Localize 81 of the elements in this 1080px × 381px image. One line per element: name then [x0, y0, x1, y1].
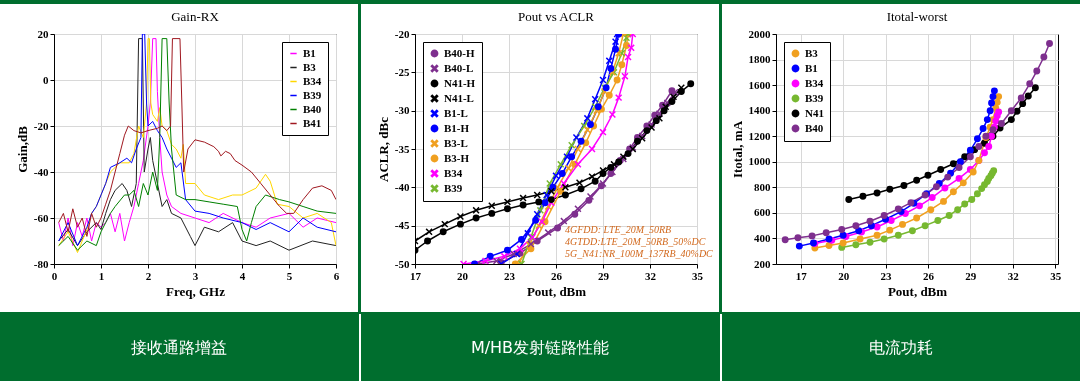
legend-label: B34	[444, 166, 463, 179]
x-tick-label: 23	[880, 269, 893, 282]
x-tick-label: 3	[192, 269, 199, 282]
y-tick-label: -40	[394, 180, 410, 193]
y-tick-label: -45	[394, 219, 410, 232]
text: 电流功耗	[868, 337, 934, 359]
legend-label: B3	[805, 46, 819, 59]
x-tick-label: 0	[51, 269, 58, 282]
y-tick-label: 1200	[748, 129, 771, 142]
y-tick-label: 0	[43, 73, 49, 86]
text: M/HB发射链路性能	[469, 337, 611, 359]
x-tick-label: 5	[286, 269, 293, 282]
legend-label: B3-H	[444, 151, 470, 164]
text: 接收通路增益	[130, 337, 228, 359]
x-tick-label: 29	[965, 269, 977, 282]
x-tick-label: 17	[795, 269, 808, 282]
x-axis-title: Pout, dBm	[526, 283, 587, 299]
x-tick-label: 2	[145, 269, 152, 282]
legend-label: N41	[805, 106, 824, 119]
y-tick-label: -20	[33, 119, 49, 132]
x-tick-label: 20	[838, 269, 850, 282]
legend-label: B3	[303, 60, 317, 73]
y-tick-label: -35	[394, 142, 410, 155]
legend-label: N41-L	[444, 91, 474, 104]
x-tick-label: 35	[692, 269, 704, 282]
chart-title: Pout vs ACLR	[518, 9, 595, 24]
legend-label: B39	[303, 88, 322, 101]
x-tick-label: 35	[1050, 269, 1062, 282]
chart-title: Itotal-worst	[886, 9, 948, 24]
y-tick-label: 200	[754, 257, 771, 270]
x-tick-label: 26	[551, 269, 563, 282]
legend-label: B40	[805, 121, 824, 134]
x-tick-label: 23	[504, 269, 516, 282]
y-tick-label: 1800	[748, 53, 771, 66]
legend-label: B39	[444, 181, 463, 194]
annotation: 5G_N41:NR_100M_137RB_40%DC	[565, 248, 714, 259]
x-tick-label: 32	[1007, 269, 1020, 282]
x-tick-label: 1	[98, 269, 105, 282]
y-tick-label: 2000	[748, 27, 771, 40]
y-tick-label: 20	[37, 27, 49, 40]
legend-label: B40-H	[444, 46, 475, 59]
y-tick-label: 1400	[748, 104, 771, 117]
x-tick-label: 32	[645, 269, 657, 282]
legend-label: B1	[805, 61, 818, 74]
y-axis-title: ACLR, dBc	[375, 116, 391, 183]
y-tick-label: -40	[33, 165, 49, 178]
legend-label: B40	[303, 102, 322, 115]
x-tick-label: 26	[922, 269, 935, 282]
y-tick-label: 600	[754, 206, 771, 219]
x-axis-title: Freq, GHz	[166, 283, 226, 299]
y-tick-label: -80	[33, 257, 49, 270]
y-tick-label: -50	[394, 257, 410, 270]
legend-label: B1-H	[444, 121, 470, 134]
x-tick-label: 29	[598, 269, 610, 282]
legend-label: B34	[303, 74, 322, 87]
y-tick-label: -25	[394, 65, 410, 78]
legend-label: B1-L	[444, 106, 468, 119]
y-tick-label: 1600	[748, 78, 771, 91]
legend-label: B3-L	[444, 136, 468, 149]
y-axis-title: Gain,dB	[14, 125, 30, 173]
y-tick-label: -60	[33, 211, 49, 224]
y-tick-label: -20	[394, 27, 410, 40]
annotation: 4GFDD: LTE_20M_50RB	[565, 224, 672, 235]
legend-label: B39	[805, 91, 824, 104]
x-tick-label: 4	[239, 269, 246, 282]
y-tick-label: 1000	[748, 155, 771, 168]
y-axis-title: Itotal, mA	[729, 120, 745, 179]
x-axis-title: Pout, dBm	[887, 283, 948, 299]
x-tick-label: 20	[457, 269, 469, 282]
legend-label: B34	[805, 76, 824, 89]
x-tick-label: 17	[410, 269, 422, 282]
chart-title: Gain-RX	[171, 9, 220, 24]
annotation: 4GTDD:LTE_20M_50RB_50%DC	[565, 236, 706, 247]
y-tick-label: 400	[754, 231, 771, 244]
legend-label: B40-L	[444, 61, 474, 74]
y-tick-label: 800	[754, 180, 771, 193]
y-tick-label: -30	[394, 104, 410, 117]
legend-label: B1	[303, 46, 316, 59]
x-tick-label: 6	[333, 269, 340, 282]
legend-label: N41-H	[444, 76, 476, 89]
legend-label: B41	[303, 116, 322, 129]
